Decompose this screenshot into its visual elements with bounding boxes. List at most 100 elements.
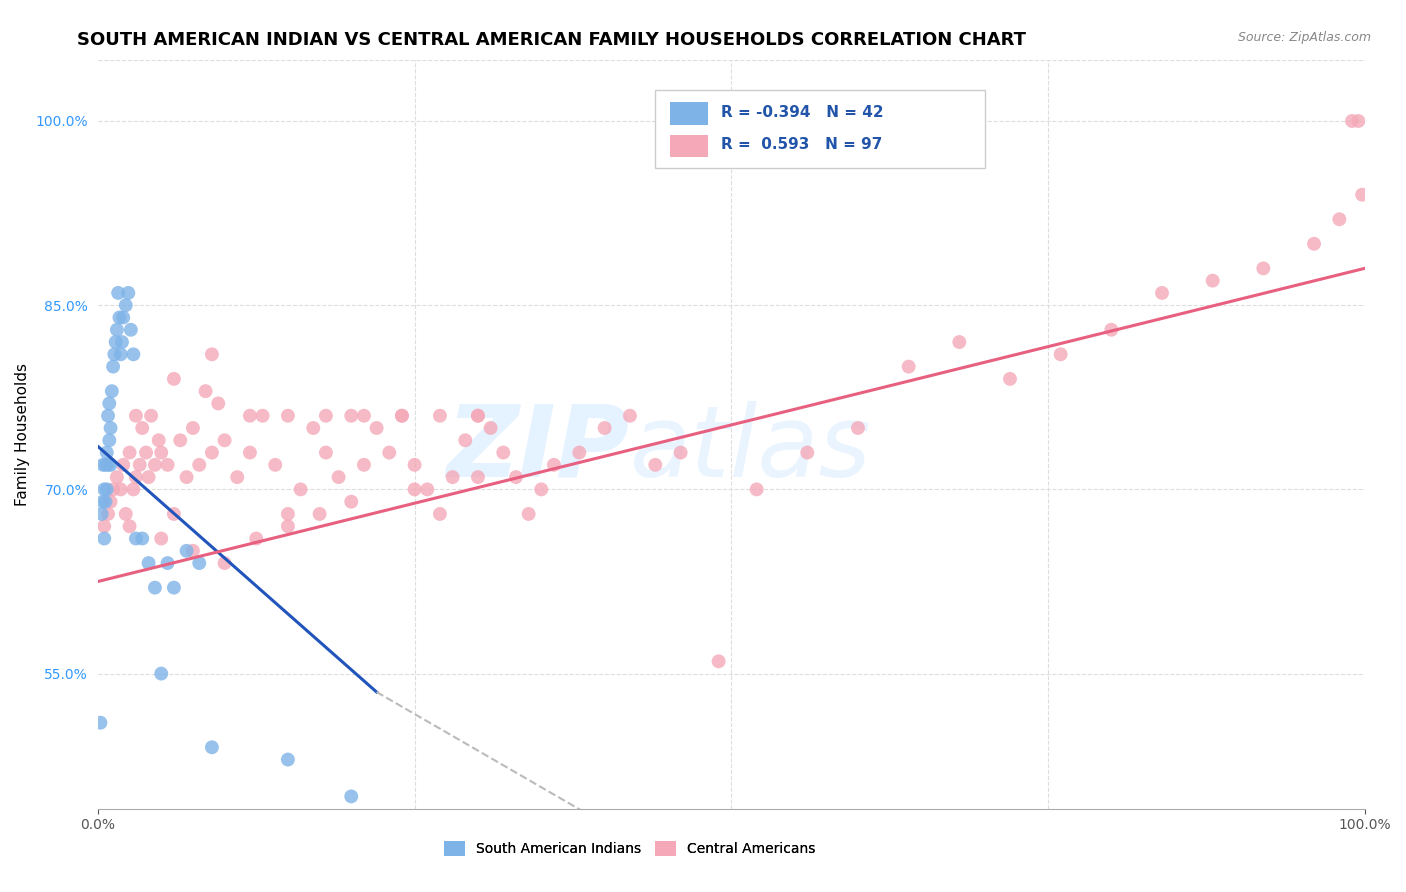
- Point: [416, 483, 439, 497]
- Text: R = -0.394   N = 42: R = -0.394 N = 42: [721, 105, 884, 120]
- Point: [530, 483, 553, 497]
- Text: Source: ZipAtlas.com: Source: ZipAtlas.com: [1237, 31, 1371, 45]
- Point: [108, 310, 131, 325]
- Point: [340, 494, 363, 508]
- Text: atlas: atlas: [630, 401, 872, 498]
- Point: [277, 507, 299, 521]
- Point: [101, 359, 124, 374]
- Point: [214, 434, 236, 448]
- Point: [429, 409, 451, 423]
- Point: [290, 483, 312, 497]
- Point: [176, 470, 198, 484]
- Point: [112, 310, 135, 325]
- Point: [404, 458, 426, 472]
- Point: [568, 445, 591, 459]
- Point: [619, 409, 641, 423]
- Point: [94, 494, 117, 508]
- Point: [1351, 187, 1374, 202]
- Point: [467, 409, 489, 423]
- Point: [1347, 114, 1369, 128]
- Point: [105, 470, 128, 484]
- Point: [91, 458, 114, 472]
- Point: [163, 372, 186, 386]
- Point: [111, 334, 134, 349]
- Point: [252, 409, 274, 423]
- Point: [156, 556, 179, 570]
- Point: [100, 494, 122, 508]
- Point: [669, 445, 692, 459]
- Point: [169, 434, 191, 448]
- Point: [120, 323, 142, 337]
- Bar: [671, 103, 709, 125]
- Point: [846, 421, 869, 435]
- Point: [139, 409, 162, 423]
- Point: [110, 347, 132, 361]
- Point: [107, 285, 129, 300]
- Point: [89, 715, 111, 730]
- Point: [467, 470, 489, 484]
- Point: [96, 483, 118, 497]
- Point: [135, 445, 157, 459]
- Point: [163, 581, 186, 595]
- Point: [1329, 212, 1351, 227]
- Point: [114, 507, 136, 521]
- Point: [328, 470, 350, 484]
- Point: [543, 458, 565, 472]
- Point: [150, 445, 173, 459]
- Point: [103, 347, 125, 361]
- Point: [277, 409, 299, 423]
- Point: [93, 483, 115, 497]
- Point: [112, 458, 135, 472]
- Point: [467, 409, 489, 423]
- Point: [1150, 285, 1173, 300]
- Point: [201, 445, 224, 459]
- Point: [404, 483, 426, 497]
- Point: [143, 458, 166, 472]
- Point: [105, 323, 128, 337]
- Point: [897, 359, 920, 374]
- Point: [100, 458, 122, 472]
- Point: [114, 298, 136, 312]
- Point: [93, 532, 115, 546]
- Point: [96, 445, 118, 459]
- Point: [517, 507, 540, 521]
- Point: [181, 421, 204, 435]
- Point: [207, 396, 229, 410]
- Point: [315, 409, 337, 423]
- Point: [118, 519, 141, 533]
- Point: [201, 740, 224, 755]
- Legend: South American Indians, Central Americans: South American Indians, Central American…: [439, 836, 821, 862]
- Point: [97, 409, 120, 423]
- Point: [745, 483, 768, 497]
- Point: [707, 654, 730, 668]
- Y-axis label: Family Households: Family Households: [15, 363, 30, 506]
- Point: [131, 532, 153, 546]
- Point: [188, 556, 211, 570]
- Point: [239, 409, 262, 423]
- Point: [138, 556, 160, 570]
- Point: [101, 384, 124, 399]
- Point: [340, 409, 363, 423]
- Point: [214, 556, 236, 570]
- Point: [1303, 236, 1326, 251]
- Point: [796, 445, 818, 459]
- Point: [131, 421, 153, 435]
- Point: [644, 458, 666, 472]
- Point: [593, 421, 616, 435]
- Point: [1049, 347, 1071, 361]
- Point: [150, 666, 173, 681]
- Point: [101, 483, 124, 497]
- Point: [264, 458, 287, 472]
- Point: [277, 519, 299, 533]
- Point: [353, 409, 375, 423]
- Point: [1201, 274, 1223, 288]
- Point: [315, 445, 337, 459]
- Bar: [655, 89, 984, 169]
- Text: SOUTH AMERICAN INDIAN VS CENTRAL AMERICAN FAMILY HOUSEHOLDS CORRELATION CHART: SOUTH AMERICAN INDIAN VS CENTRAL AMERICA…: [77, 31, 1026, 49]
- Point: [176, 543, 198, 558]
- Point: [100, 421, 122, 435]
- Point: [429, 507, 451, 521]
- Point: [454, 434, 477, 448]
- Point: [163, 507, 186, 521]
- Point: [492, 445, 515, 459]
